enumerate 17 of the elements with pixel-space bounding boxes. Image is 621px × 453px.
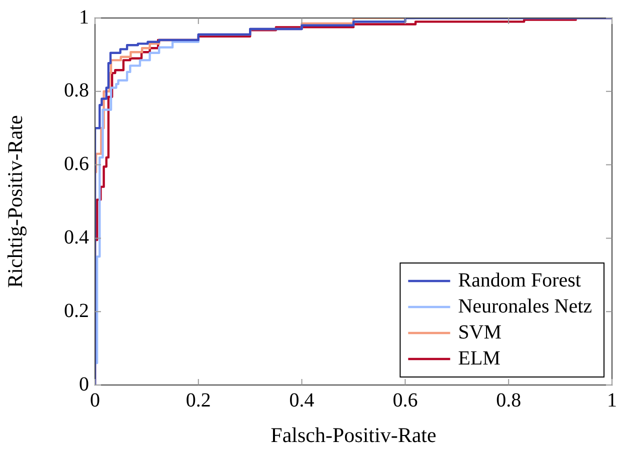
y-tick-label: 1 [79,6,89,28]
y-tick-label: 0.6 [64,153,89,176]
legend-label: Random Forest [458,269,582,292]
y-tick-label: 0.4 [64,226,89,248]
x-tick-label: 0.6 [392,389,418,412]
legend-label: SVM [458,321,502,344]
legend-label: Neuronales Netz [458,295,592,318]
x-tick-label: 0.4 [289,389,314,412]
x-tick-label: 1 [607,389,617,412]
legend-label: ELM [458,347,501,370]
x-tick-label: 0.8 [496,389,522,412]
y-axis-title: Richtig-Positiv-Rate [3,115,28,288]
y-tick-label: 0 [79,373,89,396]
y-tick-label: 0.8 [64,80,89,102]
y-tick-label: 0.2 [64,300,89,322]
x-tick-label: 0.2 [186,389,211,412]
x-axis-title: Falsch-Positiv-Rate [270,422,436,447]
